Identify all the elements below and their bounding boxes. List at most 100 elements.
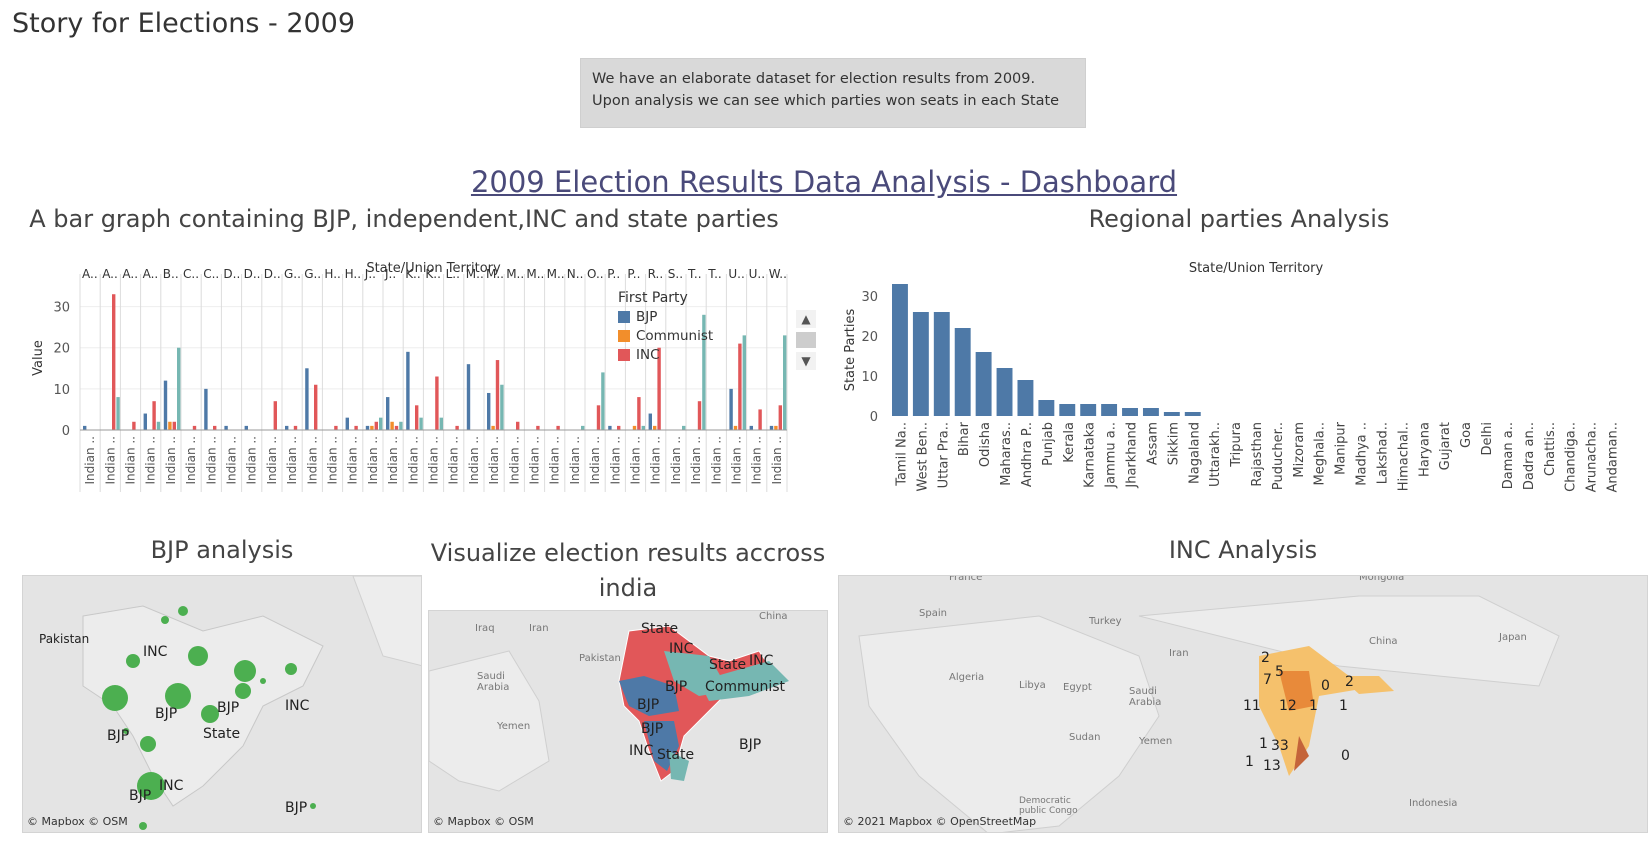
x-top-label: M.. (526, 267, 544, 281)
x-tick-label: Tamil Na.. (894, 422, 909, 487)
x-tick-label: Kerala (1062, 422, 1077, 463)
region-label: State (641, 621, 679, 637)
x-top-label: J.. (384, 267, 396, 281)
map-place: Iraq (475, 623, 495, 634)
bar (556, 425, 560, 430)
legend-item-bjp[interactable]: BJP (618, 309, 722, 325)
map-place: Indonesia (1409, 798, 1458, 809)
y-tick-label: 20 (861, 330, 878, 345)
x-tick-label: Indian .. (164, 436, 178, 485)
map-place: Algeria (949, 672, 985, 683)
bar (244, 425, 248, 430)
x-tick-label: Indian .. (528, 436, 542, 485)
map-place: Pakistan (579, 653, 621, 664)
legend-scrollbar[interactable]: ▲ ▼ (796, 310, 816, 370)
x-top-label: K.. (425, 267, 441, 281)
x-tick-label: Chandiga.. (1564, 422, 1579, 492)
bar (617, 425, 621, 430)
x-tick-label: Indian .. (83, 436, 97, 485)
map-place: China (1369, 636, 1398, 647)
bar (379, 417, 383, 430)
bar (536, 425, 540, 430)
x-top-label: B.. (163, 267, 179, 281)
x-tick-label: Indian .. (447, 436, 461, 485)
bar (305, 368, 309, 430)
bar (345, 417, 349, 430)
bar (152, 401, 156, 430)
x-tick-label: Uttarakh.. (1208, 422, 1223, 487)
map-credit[interactable]: © 2021 Mapbox © OpenStreetMap (843, 815, 1037, 828)
x-tick-label: Indian .. (346, 436, 360, 485)
bjp-map[interactable]: Pakistan INC BJP BJP BJP State INC BJP I… (22, 575, 422, 833)
x-tick-label: Indian .. (689, 436, 703, 485)
x-tick-label: Indian .. (709, 436, 723, 485)
election-results-map[interactable]: Iraq Iran Saudi Arabia Yemen Pakistan Ch… (428, 610, 828, 833)
bar (975, 352, 992, 416)
x-tick-label: Indian .. (386, 436, 400, 485)
legend-item-inc[interactable]: INC (618, 347, 722, 363)
x-tick-label: Puducher.. (1271, 422, 1286, 490)
bar (354, 425, 358, 430)
bar (581, 425, 585, 430)
bar (83, 425, 87, 430)
x-top-label: H.. (324, 267, 340, 281)
inc-map[interactable]: France Spain Turkey Iran Algeria Libya E… (838, 575, 1648, 833)
bar (285, 425, 289, 430)
y-tick-label: 10 (53, 383, 70, 398)
map-place: Iran (529, 623, 549, 634)
bar (742, 335, 746, 430)
bjp-map-label: BJP (107, 728, 130, 744)
x-tick-label: Indian .. (245, 436, 259, 485)
x-tick-label: Goa (1459, 422, 1474, 448)
bar (601, 372, 605, 430)
scroll-down-icon[interactable]: ▼ (796, 352, 816, 370)
region-label: BJP (637, 697, 660, 713)
bar (399, 421, 403, 430)
map-place: Mongolia (1359, 575, 1405, 583)
chart-header: State/Union Territory (1189, 261, 1324, 276)
caption-box: We have an elaborate dataset for electio… (580, 58, 1086, 128)
x-top-label: O.. (587, 267, 604, 281)
x-top-label: D.. (244, 267, 261, 281)
x-tick-label: Karnataka (1083, 422, 1098, 488)
map-credit[interactable]: © Mapbox © OSM (433, 815, 534, 828)
dashboard-title-link[interactable]: 2009 Election Results Data Analysis - Da… (470, 165, 1178, 199)
bar (1017, 380, 1034, 416)
x-top-label: T.. (687, 267, 702, 281)
x-top-label: K.. (405, 267, 421, 281)
x-top-label: H.. (345, 267, 361, 281)
scroll-thumb[interactable] (796, 332, 816, 348)
chart-header: State/Union Territory (366, 261, 501, 276)
map-credit[interactable]: © Mapbox © OSM (27, 815, 128, 828)
bar (1080, 404, 1097, 416)
bar (1142, 408, 1159, 416)
bar (738, 343, 742, 430)
x-tick-label: Manipur (1334, 421, 1349, 475)
bar (439, 417, 443, 430)
map-place: Saudi Arabia (477, 671, 510, 693)
x-tick-label: Gujarat (1438, 422, 1453, 470)
map-place: Yemen (1139, 736, 1173, 747)
x-tick-label: Indian .. (124, 436, 138, 485)
bar (769, 425, 774, 430)
x-top-label: M.. (466, 267, 484, 281)
x-top-label: D.. (264, 267, 281, 281)
legend-item-communist[interactable]: Communist (618, 328, 722, 344)
x-top-label: W.. (769, 267, 787, 281)
inc-value-label: 0 (1321, 678, 1330, 694)
scroll-up-icon[interactable]: ▲ (796, 310, 816, 328)
region-label: State (657, 747, 695, 763)
x-tick-label: Indian .. (103, 436, 117, 485)
map-place: Egypt (1063, 682, 1092, 693)
legend-label-communist: Communist (636, 328, 714, 344)
x-tick-label: West Ben.. (915, 422, 930, 492)
x-tick-label: Indian .. (305, 436, 319, 485)
inc-value-label: 0 (1341, 748, 1350, 764)
region-label: State (709, 657, 747, 673)
region-label: BJP (641, 721, 664, 737)
x-top-label: R.. (648, 267, 664, 281)
legend-label-inc: INC (636, 347, 660, 363)
inc-map-canvas (839, 576, 1647, 832)
bar (697, 401, 702, 430)
region-label: BJP (739, 737, 762, 753)
